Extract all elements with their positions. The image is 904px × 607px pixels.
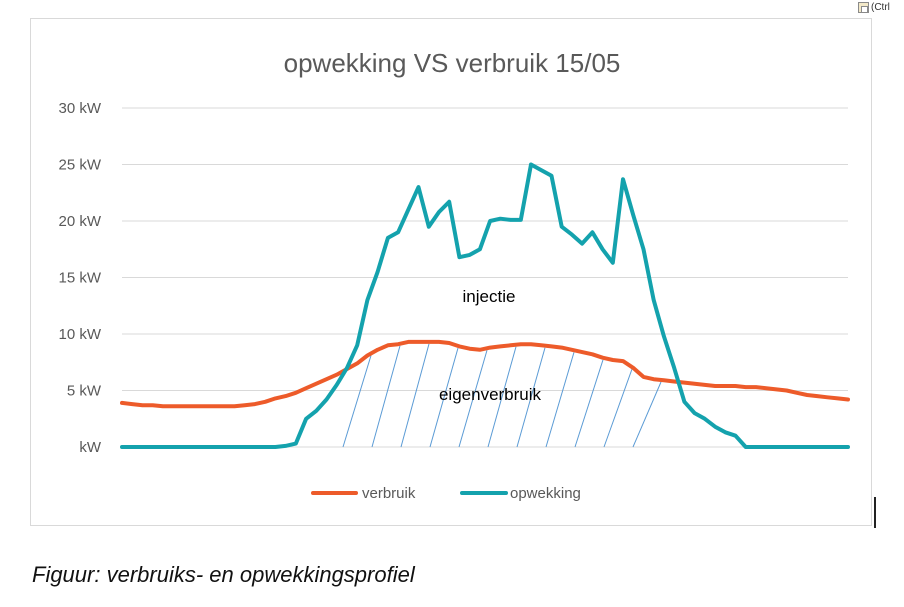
annotation-injectie: injectie: [463, 287, 516, 306]
text-cursor: [874, 497, 876, 528]
figure-caption: Figuur: verbruiks- en opwekkingsprofiel: [32, 562, 415, 587]
hatch-line: [545, 352, 575, 448]
y-tick-label: 10 kW: [58, 326, 101, 343]
annotation-eigenverbruik: eigenverbruik: [439, 385, 542, 404]
hatch-line: [632, 381, 662, 448]
hatch-line: [458, 350, 488, 448]
hatch-line: [371, 345, 401, 448]
y-tick-label: kW: [79, 439, 102, 456]
y-tick-label: 30 kW: [58, 100, 101, 117]
y-tick-label: 15 kW: [58, 270, 101, 287]
eigenverbruik-hatch: [342, 343, 662, 448]
y-tick-label: 25 kW: [58, 157, 101, 174]
hatch-line: [574, 359, 604, 448]
chart: opwekking VS verbruik 15/05 kW 5 kW 10 kW 1…: [58, 48, 850, 502]
paste-options-chip[interactable]: (Ctrl: [858, 0, 890, 14]
chart-frame: [30, 18, 872, 526]
legend-label-opwekking: opwekking: [510, 485, 581, 502]
y-axis-labels: kW 5 kW 10 kW 15 kW 20 kW 25 kW 30 kW: [58, 100, 101, 456]
series-line-verbruik: [120, 339, 850, 409]
series-lines: [120, 162, 850, 449]
series-line-opwekking: [120, 162, 850, 449]
hatch-line: [603, 368, 633, 448]
legend: verbruik opwekking: [311, 485, 581, 502]
hatch-line: [429, 347, 459, 448]
y-tick-label: 20 kW: [58, 213, 101, 230]
y-tick-label: 5 kW: [67, 383, 102, 400]
paste-options-label: (Ctrl: [871, 1, 890, 13]
hatch-line: [516, 347, 546, 448]
hatch-line: [487, 346, 517, 448]
hatch-line: [342, 355, 372, 448]
hatch-line: [400, 343, 430, 448]
clipboard-icon[interactable]: [858, 1, 869, 13]
legend-label-verbruik: verbruik: [362, 485, 416, 502]
gridlines: [122, 107, 848, 448]
chart-title: opwekking VS verbruik 15/05: [284, 48, 621, 78]
